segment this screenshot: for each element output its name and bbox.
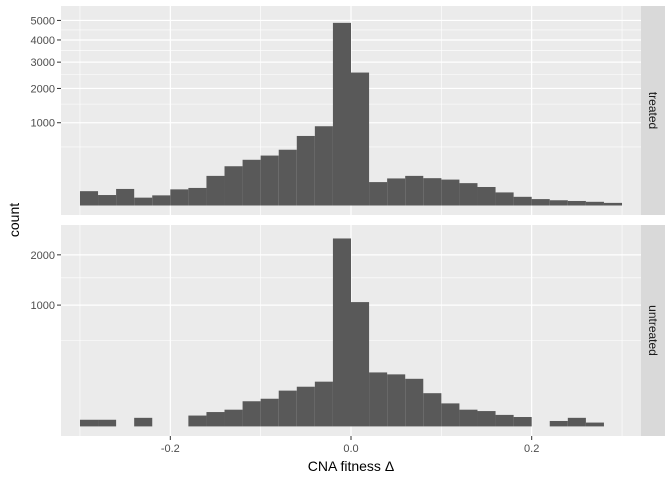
- histogram-bar: [134, 417, 153, 427]
- y-tick-label: 1000: [31, 118, 55, 130]
- histogram-bar: [423, 393, 442, 427]
- histogram-bar: [549, 420, 568, 427]
- histogram-bar: [405, 175, 424, 206]
- histogram-bar: [549, 200, 568, 206]
- histogram-bar: [332, 22, 351, 206]
- histogram-bar: [495, 414, 514, 427]
- histogram-bar: [98, 195, 117, 206]
- histogram-bar: [242, 401, 261, 427]
- histogram-bar: [188, 187, 207, 206]
- histogram-bar: [260, 155, 279, 206]
- histogram-bar: [585, 422, 604, 427]
- facet-strip: [641, 225, 665, 436]
- histogram-bar: [296, 386, 315, 427]
- histogram-bar: [567, 417, 586, 427]
- histogram-bar: [513, 196, 532, 206]
- histogram-bar: [531, 199, 550, 206]
- x-tick-label: 0.0: [343, 443, 358, 455]
- y-axis-title: count: [6, 203, 22, 237]
- panels-layer: 1000 2000 3000 4000 5000 treated 1000 2000 untre…: [31, 6, 665, 455]
- y-tick-label: 5000: [31, 15, 55, 27]
- histogram-bar: [369, 182, 388, 206]
- histogram-bar: [188, 415, 207, 427]
- x-tick-label: -0.2: [161, 443, 180, 455]
- histogram-bar: [351, 72, 370, 206]
- histogram-bar: [260, 398, 279, 427]
- y-tick-label: 1000: [31, 300, 55, 312]
- histogram-bar: [134, 197, 153, 206]
- panel-treated: 1000 2000 3000 4000 5000 treated: [31, 6, 665, 215]
- histogram-bar: [152, 195, 171, 206]
- histogram-bar: [206, 175, 225, 206]
- facet-strip: [641, 6, 665, 215]
- facet-strip-label: treated: [646, 92, 660, 129]
- histogram-bar: [332, 238, 351, 427]
- histogram-bar: [242, 159, 261, 206]
- y-tick-label: 4000: [31, 35, 55, 47]
- histogram-bar: [387, 178, 406, 206]
- y-tick-label: 3000: [31, 57, 55, 69]
- histogram-bar: [170, 189, 189, 206]
- histogram-bar: [278, 149, 297, 206]
- x-axis: -0.2 0.0 0.2: [161, 436, 539, 455]
- x-tick-label: 0.2: [524, 443, 539, 455]
- histogram-bar: [116, 188, 135, 206]
- histogram-bar: [423, 178, 442, 206]
- facet-strip-label: untreated: [646, 305, 660, 356]
- histogram-bar: [387, 374, 406, 427]
- histogram-bar: [79, 419, 99, 427]
- histogram-bar: [278, 390, 297, 427]
- histogram-bar: [477, 411, 496, 427]
- y-tick-label: 2000: [31, 250, 55, 262]
- y-tick-label: 2000: [31, 83, 55, 95]
- histogram-bar: [351, 302, 370, 427]
- histogram-bar: [459, 409, 478, 427]
- histogram-bar: [585, 201, 604, 206]
- histogram-bar: [206, 412, 225, 427]
- histogram-bar: [296, 135, 315, 206]
- histogram-bar: [224, 166, 243, 206]
- histogram-bar: [603, 202, 623, 206]
- x-axis-title: CNA fitness Δ: [308, 458, 394, 474]
- histogram-bar: [405, 378, 424, 427]
- histogram-bar: [79, 191, 99, 206]
- histogram-bar: [224, 409, 243, 427]
- histogram-bar: [314, 126, 333, 206]
- histogram-bar: [314, 381, 333, 427]
- histogram-bar: [477, 186, 496, 206]
- histogram-bar: [495, 192, 514, 206]
- histogram-bar: [441, 179, 460, 206]
- histogram-bar: [441, 403, 460, 427]
- panel-untreated: 1000 2000 untreated: [31, 225, 665, 436]
- histogram-bar: [98, 419, 117, 427]
- histogram-bar: [369, 372, 388, 427]
- histogram-bar: [567, 200, 586, 206]
- histogram-bar: [459, 183, 478, 206]
- histogram-bar: [513, 417, 532, 427]
